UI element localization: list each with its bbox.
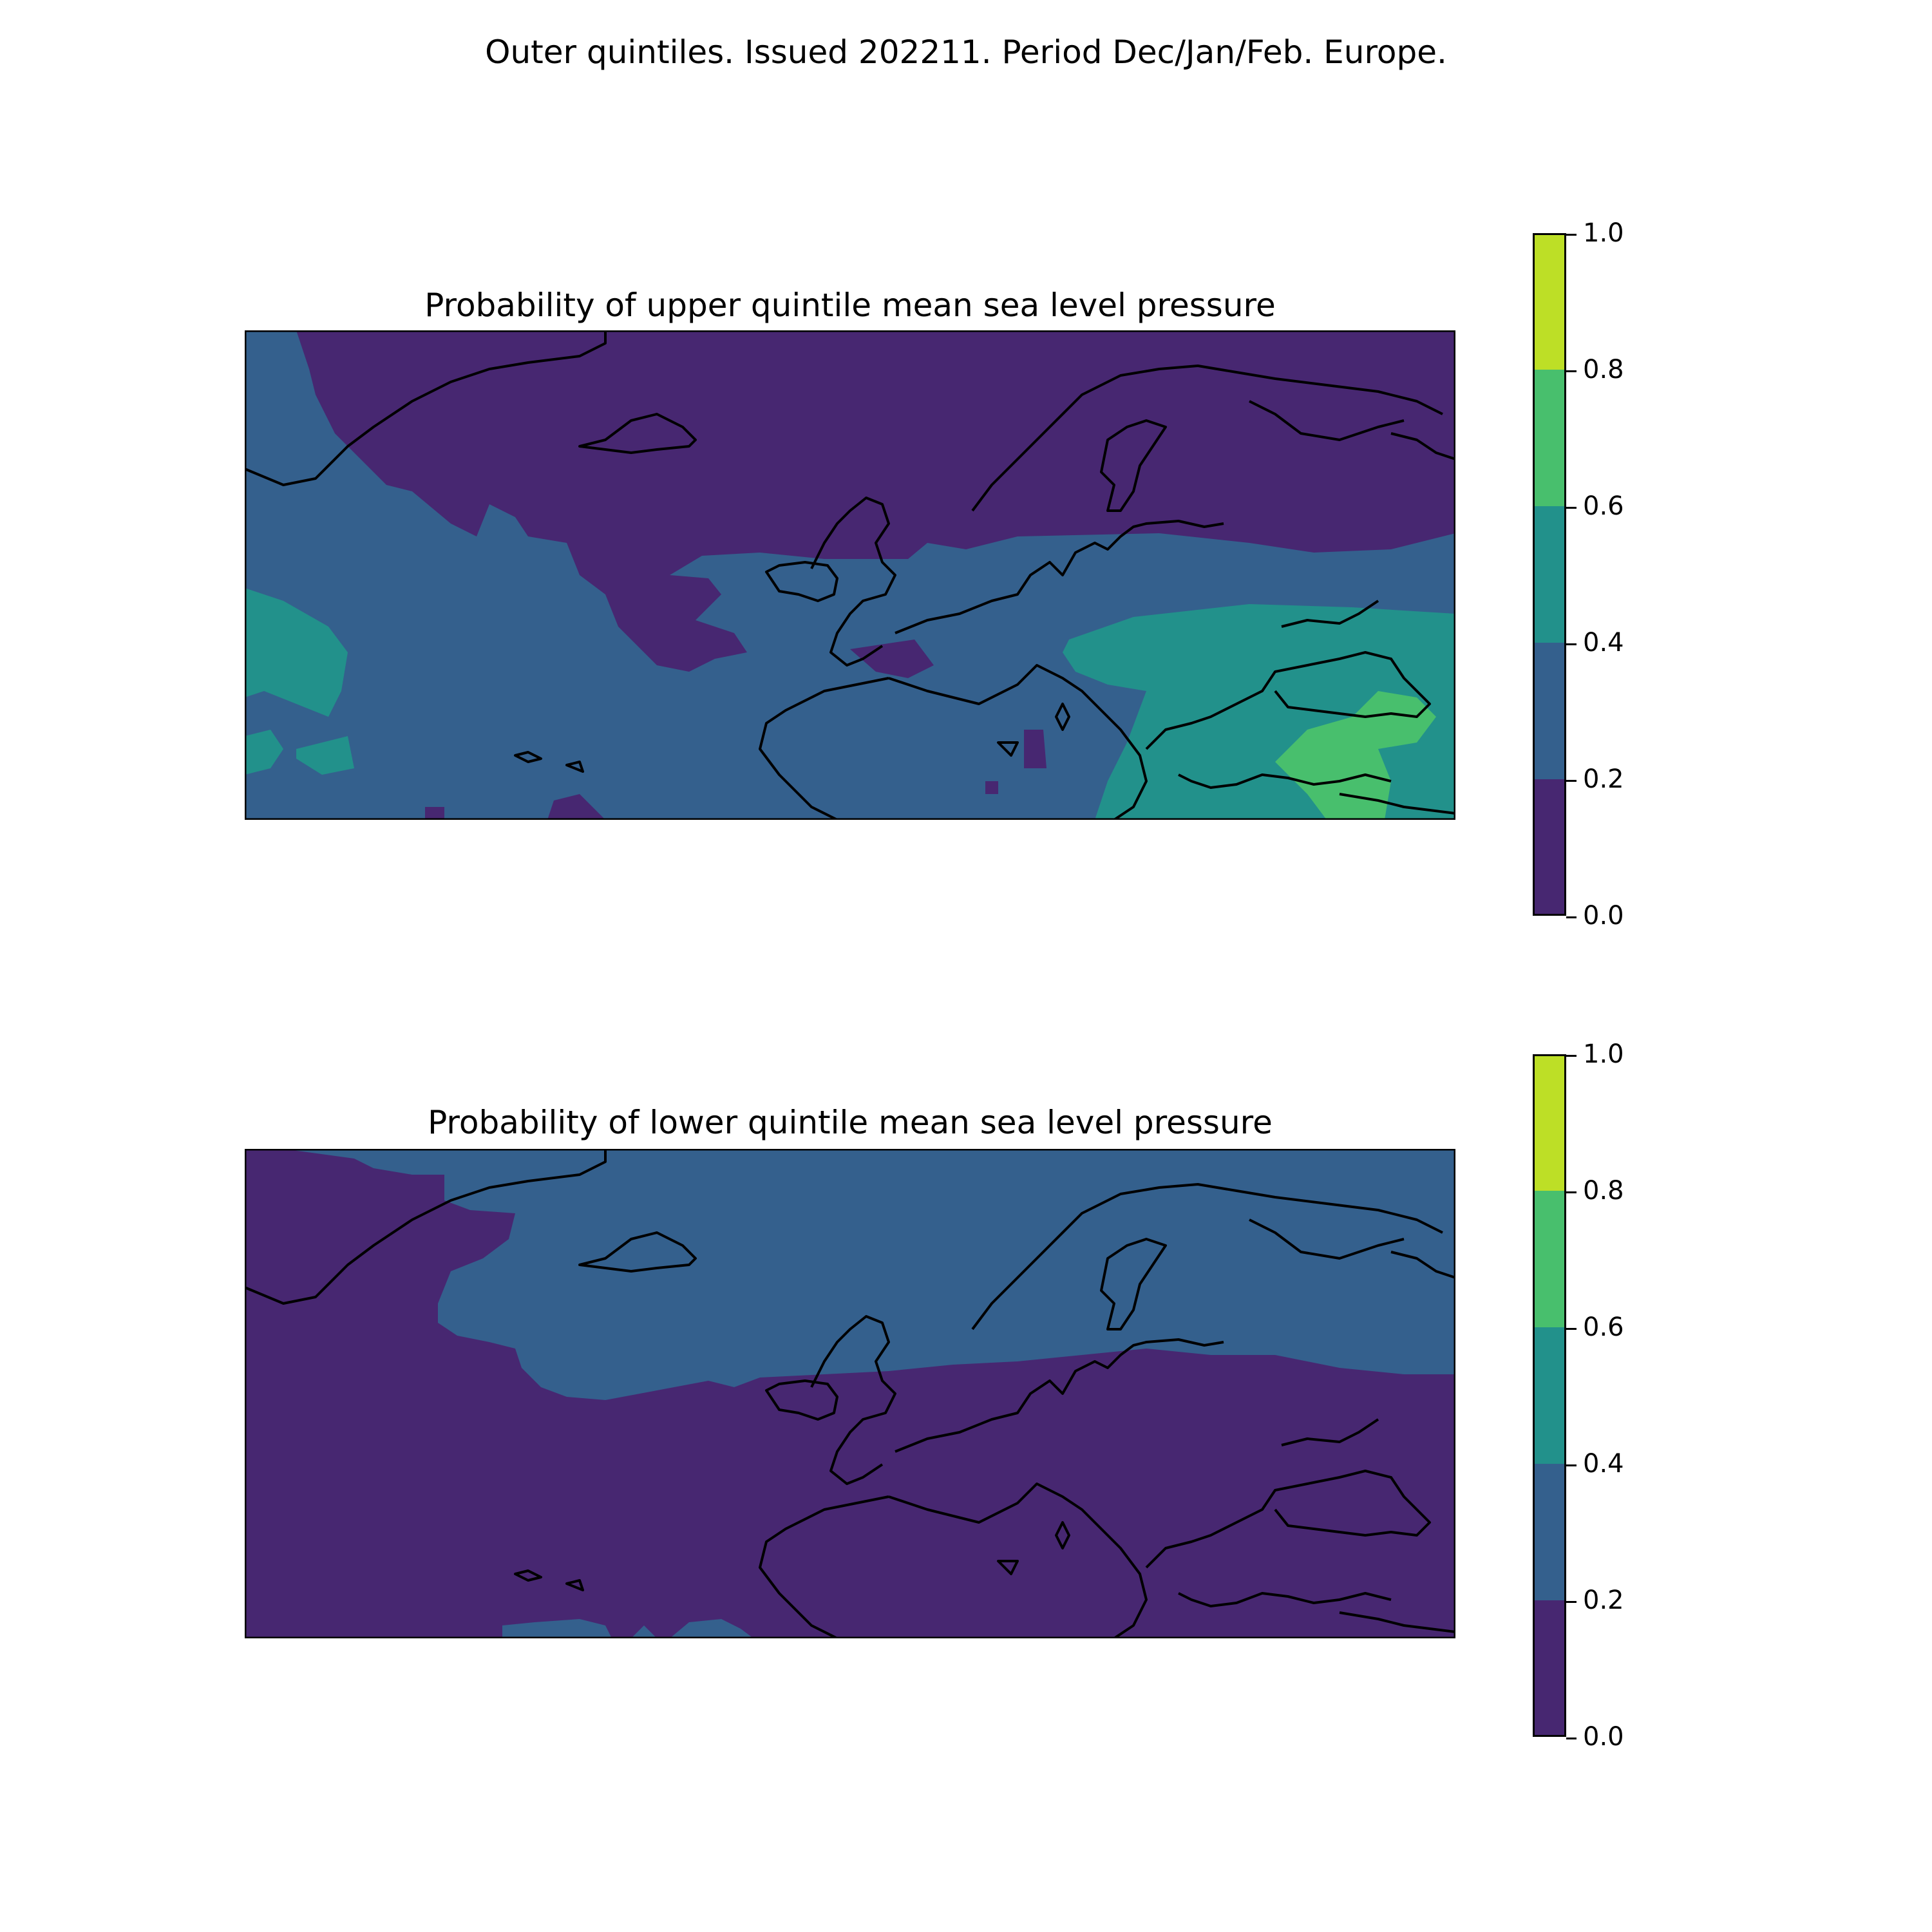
colorbar-tick-label: 0.8 [1566, 1175, 1624, 1206]
colorbar-tick-label: 0.8 [1566, 354, 1624, 385]
map-upper [245, 330, 1455, 820]
region-west-atlantic-band [245, 588, 348, 717]
coastlines [245, 330, 1455, 820]
region-iberia-spot [1024, 730, 1046, 768]
colorbar-tick-label: 1.0 [1566, 1039, 1624, 1070]
region-southern-edge-spots [425, 781, 998, 820]
region-caucasus-turkey-core [1275, 691, 1436, 820]
map-lower [245, 1149, 1455, 1638]
coastlines [245, 1149, 1455, 1638]
colorbar-tick-label: 0.2 [1566, 764, 1624, 795]
colorbar-tick-label: 0.6 [1566, 1312, 1624, 1343]
colorbar-tick-label: 1.0 [1566, 218, 1624, 249]
region-bay-of-biscay-pocket [850, 639, 934, 678]
region-northern-europe-band [283, 1149, 1455, 1400]
colorbar-tick-label: 0.0 [1566, 900, 1624, 931]
colorbar-tick-label: 0.2 [1566, 1585, 1624, 1616]
colorbar-tick-label: 0.6 [1566, 491, 1624, 522]
colorbar-tick-label: 0.0 [1566, 1721, 1624, 1752]
colorbar-upper [1533, 233, 1566, 916]
panel-title-upper: Probability of upper quintile mean sea l… [424, 287, 1276, 324]
figure-title: Outer quintiles. Issued 202211. Period D… [485, 33, 1447, 71]
colorbar-lower [1533, 1054, 1566, 1737]
colorbar-tick-label: 0.4 [1566, 1448, 1624, 1479]
region-west-atlantic-small [245, 730, 354, 775]
panel-title-lower: Probability of lower quintile mean sea l… [428, 1104, 1273, 1141]
region-southern-atlantic-spots [502, 1619, 753, 1638]
colorbar-tick-label: 0.4 [1566, 627, 1624, 658]
